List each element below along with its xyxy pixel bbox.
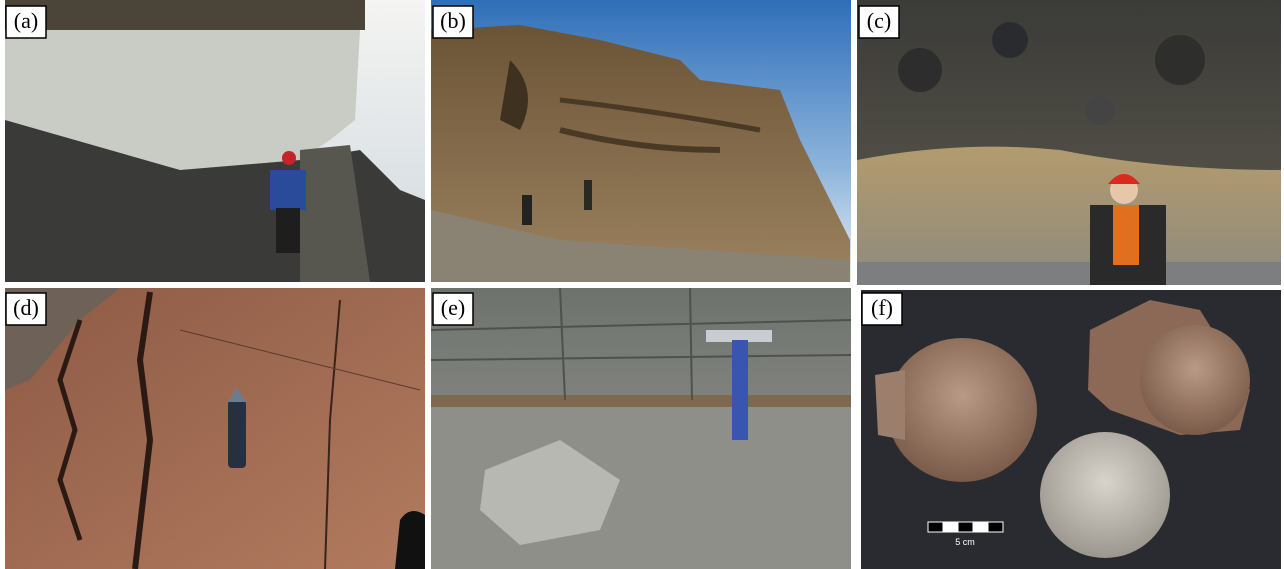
- panel-label: (c): [867, 8, 891, 33]
- photo-e: [431, 288, 851, 569]
- photo-f: 5 cm: [861, 290, 1281, 569]
- panel-label: (e): [441, 295, 465, 320]
- scale-bar-label: 5 cm: [955, 537, 975, 547]
- figure: 5 cm (a) (b) (c) (d) (e) (f): [0, 0, 1284, 569]
- panel-label: (f): [871, 295, 893, 320]
- photo-c: [857, 0, 1281, 285]
- photo-a: [5, 0, 425, 282]
- photo-b: [431, 0, 851, 282]
- panel-label: (b): [440, 8, 466, 33]
- panel-label: (d): [13, 295, 39, 320]
- photo-d: [5, 288, 425, 569]
- panel-label: (a): [14, 8, 38, 33]
